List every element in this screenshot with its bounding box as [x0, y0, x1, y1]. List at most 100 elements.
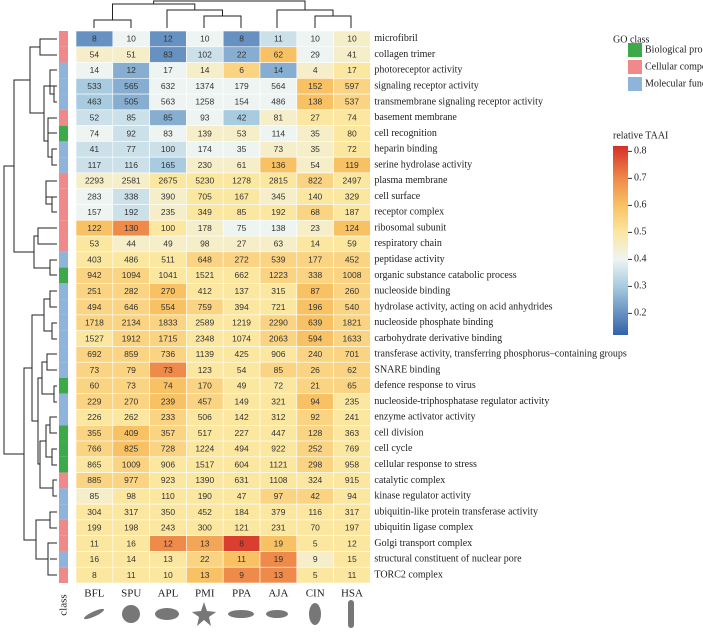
cell-count: 9 [239, 570, 244, 580]
cell-count: 72 [347, 144, 357, 154]
cell-count: 14 [126, 554, 136, 564]
column-label: SPU [121, 588, 141, 600]
cell-count: 87 [310, 286, 320, 296]
column-label: BFL [84, 588, 104, 600]
legend-title: GO class [613, 34, 649, 45]
cell-count: 136 [271, 160, 285, 170]
cell-count: 390 [161, 191, 175, 201]
cell-count: 117 [88, 160, 102, 170]
cell-count: 130 [124, 223, 138, 233]
cell-count: 1390 [195, 475, 214, 485]
cell-count: 42 [237, 112, 247, 122]
cell-count: 85 [126, 112, 136, 122]
cell-count: 59 [347, 239, 357, 249]
class-axis-label: class [58, 594, 70, 615]
row-label: plasma membrane [374, 175, 448, 186]
cell-count: 73 [126, 381, 136, 391]
cell-count: 1223 [269, 270, 288, 280]
class-swatch [59, 488, 68, 505]
class-swatch [59, 109, 68, 126]
cell-count: 1278 [232, 176, 251, 186]
class-swatch [59, 346, 68, 363]
cell-count: 1008 [343, 270, 362, 280]
cell-count: 184 [235, 507, 249, 517]
cell-count: 21 [310, 381, 320, 391]
cell-count: 463 [87, 97, 101, 107]
cell-count: 363 [345, 428, 359, 438]
cell-count: 63 [274, 239, 284, 249]
cell-count: 75 [237, 223, 247, 233]
cell-count: 49 [163, 239, 173, 249]
cell-count: 12 [347, 538, 357, 548]
class-swatch [59, 330, 68, 347]
cell-count: 116 [308, 507, 322, 517]
cell-count: 85 [163, 112, 173, 122]
cell-count: 345 [271, 191, 285, 201]
legend-swatch [628, 77, 642, 91]
class-swatch [59, 283, 68, 300]
cell-count: 859 [124, 349, 138, 359]
cell-count: 915 [345, 475, 359, 485]
cell-count: 282 [124, 286, 138, 296]
cell-count: 198 [124, 523, 138, 533]
cell-count: 27 [310, 112, 320, 122]
cell-count: 19 [274, 554, 284, 564]
cell-count: 119 [345, 160, 359, 170]
cell-count: 1094 [122, 270, 141, 280]
cell-count: 137 [235, 286, 249, 296]
colorbar-tick-label: 0.5 [634, 227, 647, 238]
legend-label: Molecular function [645, 78, 703, 89]
cell-count: 231 [271, 523, 285, 533]
legend-label: Biological process [645, 44, 703, 55]
cell-count: 1517 [195, 459, 214, 469]
row-label: heparin binding [374, 144, 437, 155]
column-label: AJA [268, 588, 288, 600]
cell-count: 298 [308, 459, 322, 469]
cell-count: 79 [126, 365, 136, 375]
class-swatch [59, 188, 68, 205]
cell-count: 646 [124, 302, 138, 312]
cell-count: 92 [126, 128, 136, 138]
row-label: nucleoside-triphosphatase regulator acti… [374, 396, 549, 407]
cell-count: 270 [124, 396, 138, 406]
cell-count: 35 [310, 128, 320, 138]
cell-count: 74 [163, 381, 173, 391]
cell-count: 2293 [85, 176, 104, 186]
cell-count: 1633 [343, 333, 362, 343]
cell-count: 35 [310, 144, 320, 154]
cell-count: 2290 [269, 318, 288, 328]
cell-count: 452 [345, 254, 359, 264]
cell-count: 9 [313, 554, 318, 564]
cell-count: 74 [90, 128, 100, 138]
row-label: transmembrane signaling receptor activit… [374, 96, 543, 107]
row-label: kinase regulator activity [374, 491, 471, 502]
cell-count: 1527 [85, 333, 104, 343]
class-swatch [59, 141, 68, 158]
cell-count: 174 [198, 144, 212, 154]
cell-count: 2497 [343, 176, 362, 186]
cell-count: 22 [200, 554, 210, 564]
class-swatch [59, 299, 68, 315]
row-label: organic substance catabolic process [374, 270, 516, 281]
cell-count: 17 [347, 65, 357, 75]
cell-count: 235 [345, 396, 359, 406]
cell-count: 648 [198, 254, 212, 264]
cell-count: 98 [200, 239, 210, 249]
cell-count: 539 [271, 254, 285, 264]
cell-count: 81 [274, 112, 284, 122]
cell-count: 167 [235, 191, 249, 201]
cell-count: 138 [308, 97, 322, 107]
cell-count: 1374 [195, 81, 214, 91]
row-label: SNARE binding [374, 364, 440, 375]
cell-count: 61 [237, 160, 247, 170]
cell-count: 317 [124, 507, 138, 517]
cell-count: 4 [313, 65, 318, 75]
cell-count: 74 [347, 112, 357, 122]
cell-count: 197 [345, 523, 359, 533]
cell-count: 300 [198, 523, 212, 533]
cell-count: 85 [274, 365, 284, 375]
cell-count: 662 [235, 270, 249, 280]
cell-count: 425 [235, 349, 249, 359]
cell-count: 1715 [159, 333, 178, 343]
cell-count: 170 [198, 381, 212, 391]
